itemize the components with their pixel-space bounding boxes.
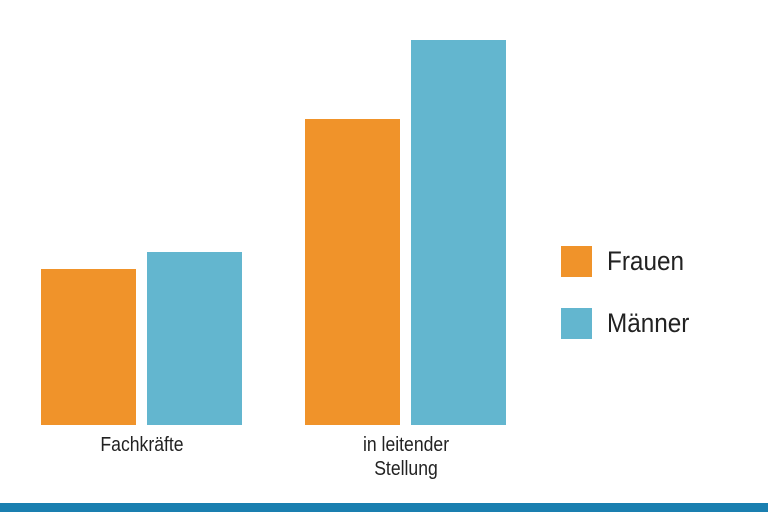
x-tick-label: Fachkräfte (99, 434, 184, 456)
bar (305, 119, 400, 425)
bar (41, 269, 136, 425)
x-tick-label: in leitender Stellung (362, 434, 449, 480)
bar (147, 252, 242, 425)
legend-label: Männer (607, 308, 690, 338)
footer-strip (0, 503, 768, 512)
bar (411, 40, 506, 425)
legend-swatch (561, 246, 592, 277)
legend-swatch (561, 308, 592, 339)
legend-label: Frauen (607, 246, 685, 276)
